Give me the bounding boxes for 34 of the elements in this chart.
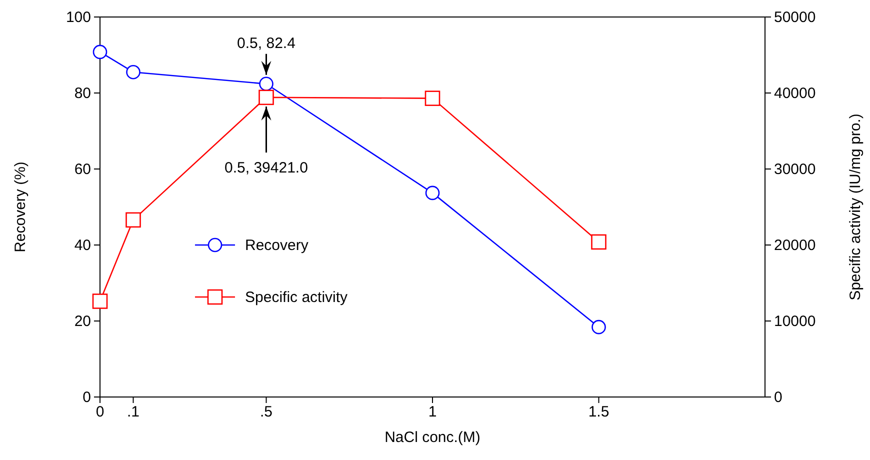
x-axis-title: NaCl conc.(M) xyxy=(384,429,480,446)
y2-tick-label: 30000 xyxy=(774,160,816,178)
y-tick-label: 100 xyxy=(66,8,91,26)
point xyxy=(126,212,141,228)
x-tick-label: .5 xyxy=(260,404,273,421)
y-tick-label: 60 xyxy=(74,160,91,178)
y-tick-label: 20 xyxy=(74,312,91,330)
y2-tick-label: 20000 xyxy=(774,236,816,254)
y-axis-title: Recovery (%) xyxy=(12,162,29,252)
point xyxy=(259,76,274,92)
y2-tick-label: 10000 xyxy=(774,312,816,330)
point xyxy=(425,186,440,200)
point xyxy=(92,294,108,309)
x-tick-label: .1 xyxy=(126,404,140,421)
annotation: 0.5, 82.4 xyxy=(237,34,296,52)
point xyxy=(424,90,440,106)
y2-tick-label: 40000 xyxy=(774,84,816,102)
x-tick-label: 1 xyxy=(428,404,437,421)
point xyxy=(92,44,108,60)
legend-label: Specific activity xyxy=(245,289,348,306)
x-tick-label: 0 xyxy=(96,404,104,421)
y-tick-label: 40 xyxy=(74,236,91,254)
y2-tick-label: 50000 xyxy=(774,8,816,26)
y-tick-label: 0 xyxy=(82,388,91,406)
y2-tick-label: 0 xyxy=(774,388,782,406)
y2-axis-title: Specific activity (IU/mg pro.) xyxy=(847,114,864,300)
y-tick-label: 80 xyxy=(74,84,91,102)
point xyxy=(591,234,606,250)
point xyxy=(126,64,140,80)
point xyxy=(258,90,274,106)
annotation: 0.5, 39421.0 xyxy=(224,160,308,177)
point xyxy=(592,320,606,334)
legend-label: Recovery xyxy=(245,237,309,254)
x-tick-label: 1.5 xyxy=(588,404,610,421)
